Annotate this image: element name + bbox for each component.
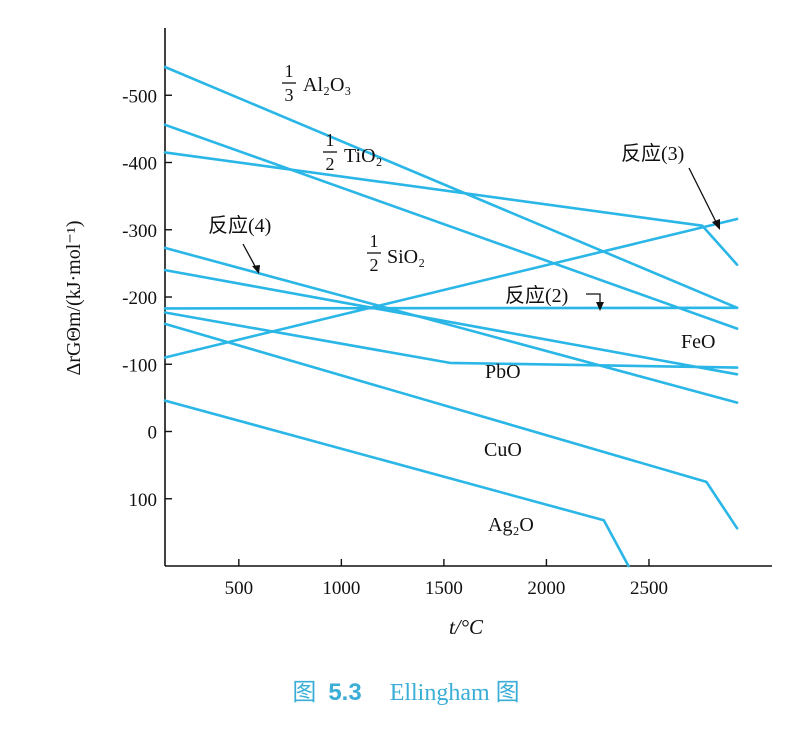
x-tick-label: 1000 [322,578,360,599]
tio2-numerator: 1 [326,130,335,150]
x-tick-label: 1500 [425,578,463,599]
y-tick-label: 100 [129,490,158,511]
al2o3-denominator: 3 [285,85,294,105]
series-line [163,123,739,330]
tick-marks: -500 -400 -300 -200 -100 0 100 500 1000 1500 2000 2… [122,86,668,599]
al2o3-formula: Al₂O₃ [303,74,351,96]
series-line [163,151,739,267]
reaction3-label: 反应(3) [621,142,684,165]
tio2-formula: TiO₂ [344,145,383,167]
reaction4-label: 反应(4) [208,214,271,237]
caption-name: Ellingham 图 [389,680,520,706]
sio2-denominator: 2 [370,255,379,275]
series-line [163,322,739,530]
label-al2o3: 1 3 Al₂O₃ [282,61,351,105]
al2o3-numerator: 1 [285,61,294,81]
reaction4-arrow [242,243,260,274]
pbo-label: PbO [485,361,521,383]
y-tick-label: -300 [122,221,157,242]
reaction2-label: 反应(2) [505,284,568,307]
reaction2-arrow [586,293,604,311]
y-tick-label: -500 [122,86,157,107]
x-tick-label: 500 [225,578,254,599]
y-axis-label: ΔrGΘm/(kJ·mol⁻¹) [63,221,85,376]
x-tick-label: 2000 [527,578,565,599]
series-line [163,399,630,568]
cuo-label: CuO [484,439,522,461]
y-tick-label: 0 [148,423,158,444]
x-tick-label: 2500 [630,578,668,599]
caption-number: 5.3 [328,679,362,706]
caption-prefix: 图 [292,680,317,706]
reaction3-arrow [688,167,720,230]
tio2-denominator: 2 [326,154,335,174]
axes [164,28,772,567]
sio2-numerator: 1 [370,231,379,251]
series-line [163,306,739,310]
label-sio2: 1 2 SiO₂ [367,231,425,275]
series-line [163,65,739,310]
label-tio2: 1 2 TiO₂ [323,130,383,174]
series-line [163,217,739,359]
y-tick-label: -100 [122,355,157,376]
series-line [163,268,739,376]
x-axis-label: t/°C [449,615,484,639]
ag2o-label: Ag₂O [488,514,534,536]
series-lines [163,65,739,568]
y-tick-label: -400 [122,154,157,175]
figure-caption: 图 5.3 Ellingham 图 [0,672,812,707]
ellingham-chart: -500 -400 -300 -200 -100 0 100 500 1000 1500 2000 2… [63,28,772,639]
series-line [163,311,739,369]
sio2-formula: SiO₂ [387,246,425,268]
feo-label: FeO [681,331,715,353]
series-line [163,246,739,404]
y-tick-label: -200 [122,288,157,309]
